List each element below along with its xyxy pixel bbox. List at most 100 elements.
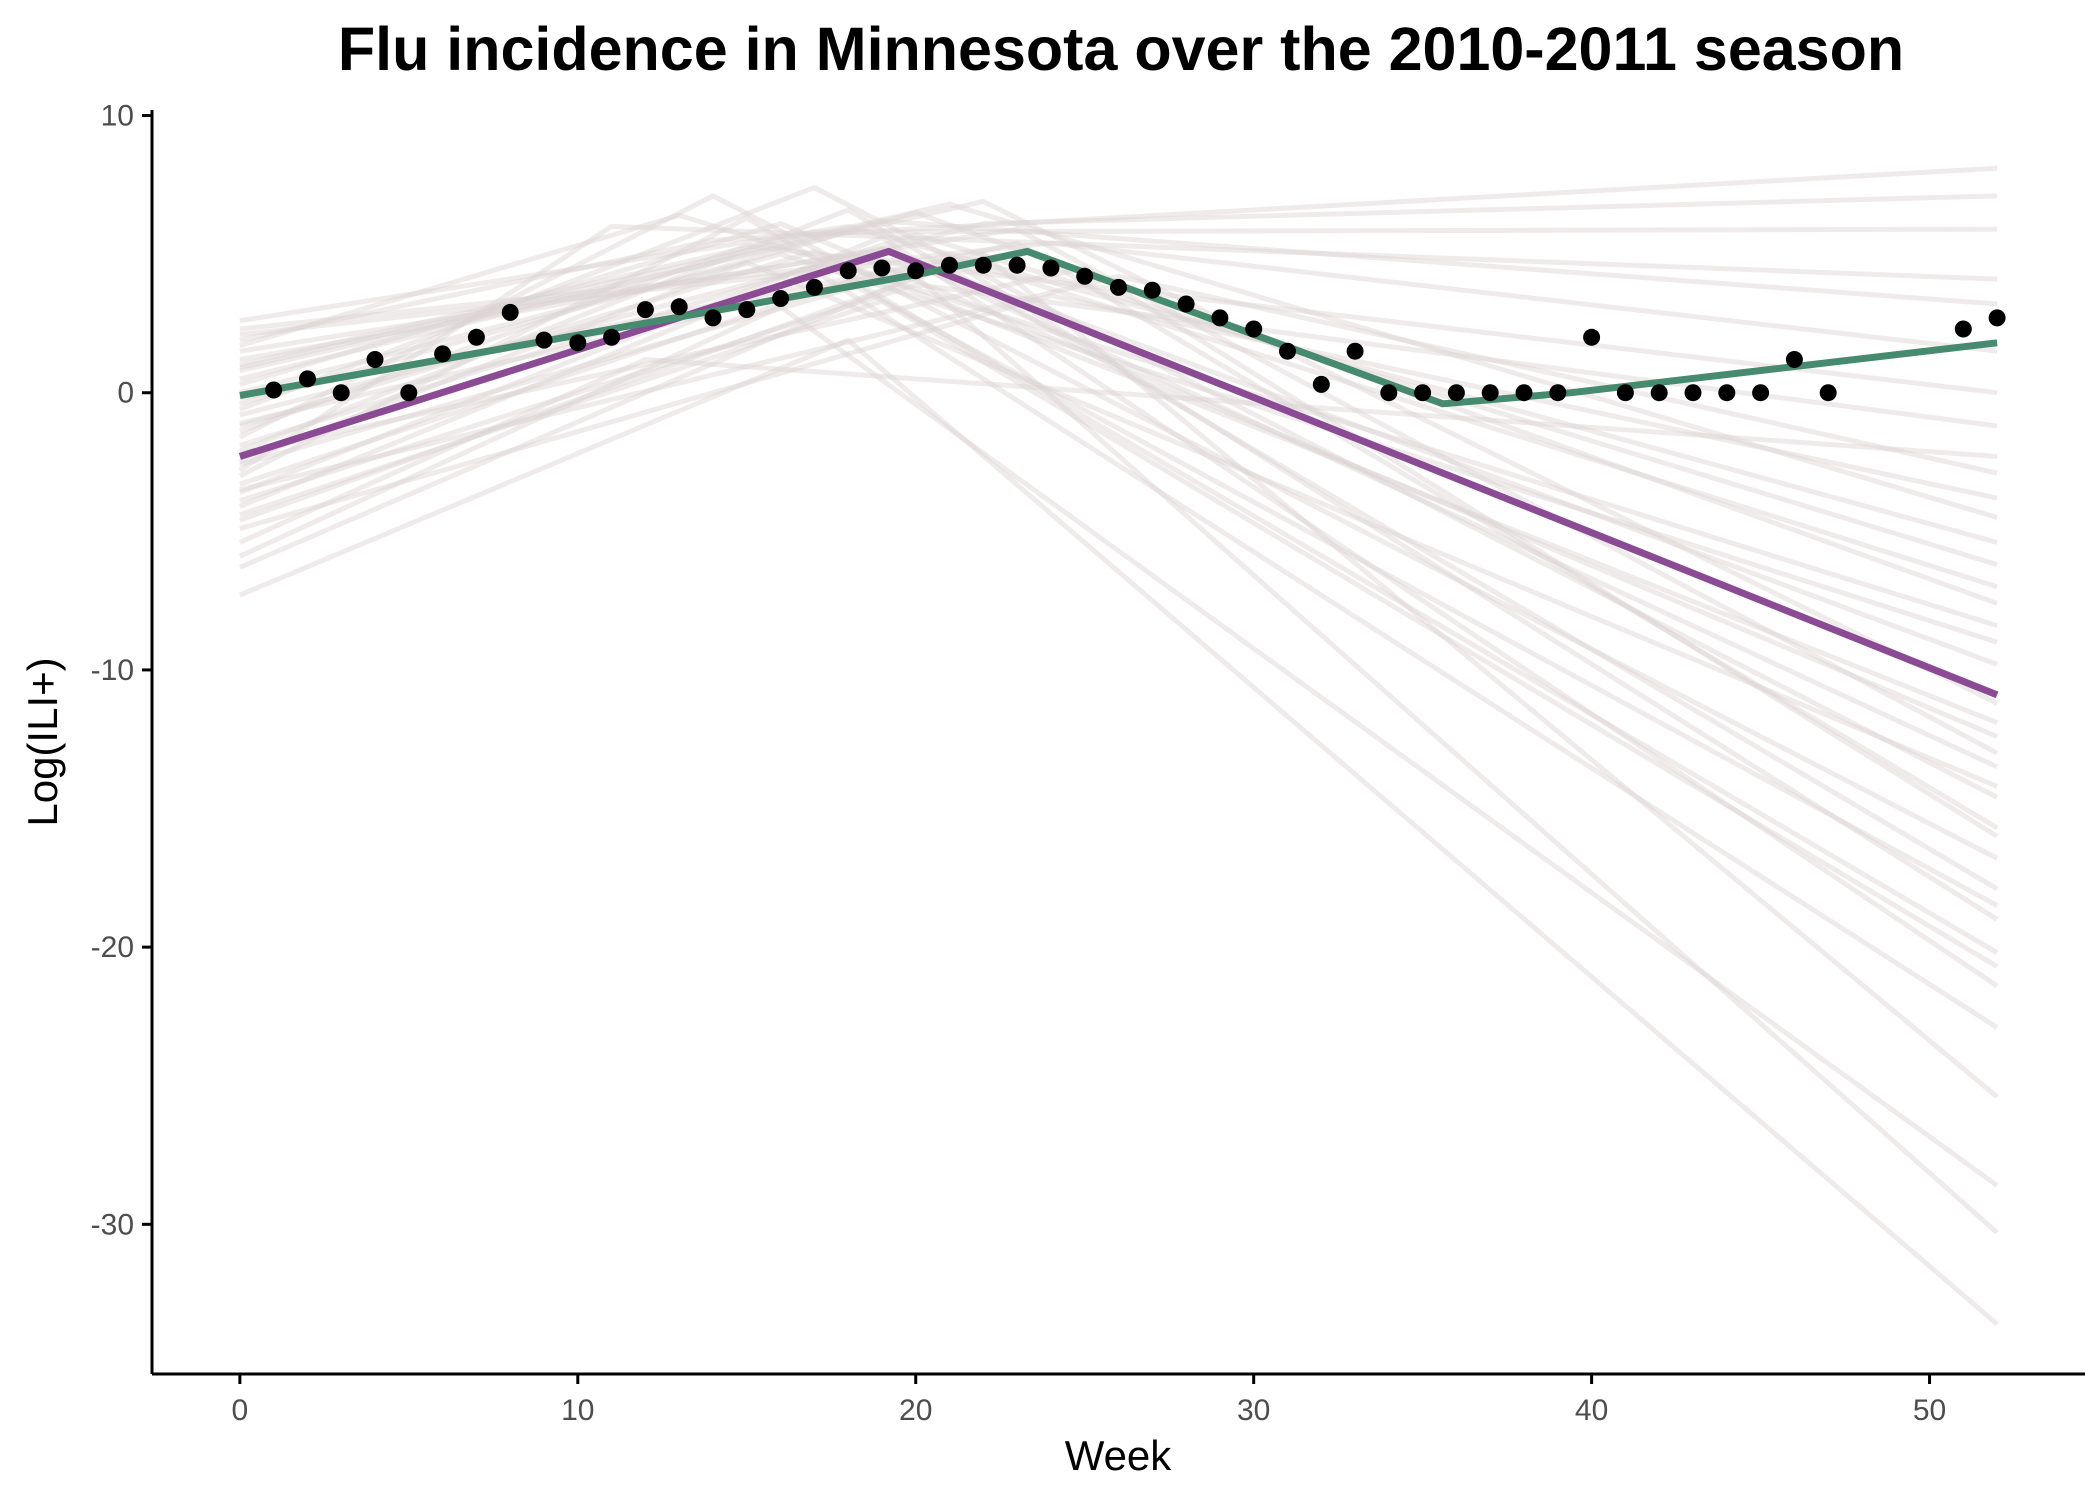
x-tick-label-4: 40	[1575, 1394, 1608, 1427]
chart-title: Flu incidence in Minnesota over the 2010…	[338, 15, 1904, 83]
background-sample-line-10	[239, 240, 1999, 831]
observed-point-24	[1076, 267, 1094, 285]
observed-point-35	[1447, 384, 1465, 402]
observed-point-22	[1008, 256, 1026, 274]
observed-point-29	[1245, 320, 1263, 338]
observed-point-36	[1481, 384, 1499, 402]
x-tick-label-3: 30	[1237, 1394, 1270, 1427]
x-tick-label-5: 50	[1913, 1394, 1946, 1427]
observed-point-12	[670, 298, 688, 316]
observed-point-5	[434, 345, 452, 363]
background-sample-line-21	[239, 282, 1998, 504]
background-sample-line-14	[239, 199, 1999, 706]
fit-series	[238, 247, 1999, 699]
observed-point-19	[907, 262, 925, 280]
background-sample-line-5	[238, 235, 1999, 988]
observed-point-47	[1954, 320, 1972, 338]
background-sample-line-30	[239, 232, 1998, 567]
observed-point-42	[1684, 384, 1702, 402]
y-ticks: 10 0 -10 -20 -30	[91, 100, 152, 1241]
observed-point-31	[1312, 375, 1330, 393]
background-sample-line-19	[239, 293, 1998, 532]
observed-point-41	[1650, 384, 1668, 402]
green-fit-line	[239, 247, 1998, 408]
background-sample-line-38	[239, 210, 1998, 606]
background-sample-line-31	[239, 279, 1999, 908]
observed-point-43	[1718, 384, 1736, 402]
observed-point-3	[366, 351, 384, 368]
observed-point-17	[839, 262, 857, 280]
background-sample-line-33	[239, 298, 1999, 969]
background-sample-line-27	[239, 165, 1998, 343]
observed-point-39	[1583, 328, 1601, 346]
observed-point-20	[941, 256, 958, 274]
observed-point-15	[772, 290, 790, 307]
x-ticks: 0 10 20 30 40 50	[232, 1374, 1946, 1427]
background-sample-line-32	[239, 226, 1999, 756]
background-sample-line-23	[239, 218, 1998, 382]
observed-point-28	[1211, 309, 1229, 327]
background-sample-line-11	[238, 185, 1999, 800]
observed-point-44	[1752, 384, 1770, 402]
background-sample-line-22	[239, 243, 1998, 434]
background-sample-line-4	[238, 268, 1999, 1030]
observed-point-27	[1177, 295, 1195, 313]
observed-point-37	[1515, 384, 1533, 402]
observed-point-33	[1380, 384, 1398, 402]
x-tick-label-1: 10	[561, 1394, 594, 1427]
background-sample-line-15	[239, 246, 1998, 667]
observed-point-4	[400, 384, 418, 402]
background-sample-line-0	[238, 337, 1999, 1326]
observed-point-38	[1549, 384, 1567, 402]
y-tick-label-1: 0	[117, 377, 134, 410]
observed-point-7	[501, 303, 519, 321]
observed-points	[265, 256, 2006, 402]
x-tick-label-2: 20	[899, 1394, 932, 1427]
observed-point-9	[569, 334, 587, 352]
background-sample-line-18	[239, 223, 1998, 545]
observed-point-0	[265, 381, 283, 399]
observed-point-13	[704, 309, 722, 327]
background-sample-line-25	[239, 226, 1998, 368]
background-sample-line-39	[239, 273, 1998, 493]
background-sample-line-16	[239, 212, 1998, 628]
observed-point-18	[873, 259, 891, 277]
observed-point-40	[1616, 384, 1634, 402]
observed-point-2	[332, 384, 350, 402]
observed-point-32	[1346, 342, 1364, 360]
y-tick-label-0: 10	[101, 100, 134, 133]
background-sample-line-29	[239, 251, 1998, 645]
observed-point-10	[603, 328, 621, 346]
y-axis-label: Log(ILI+)	[19, 657, 66, 826]
y-tick-label-2: -10	[91, 654, 134, 687]
observed-point-23	[1042, 259, 1060, 277]
background-sample-line-9	[238, 193, 1999, 861]
x-axis-label: Week	[1065, 1432, 1173, 1479]
background-sample-line-34	[239, 201, 1998, 520]
observed-point-11	[636, 301, 654, 319]
background-sample-line-13	[239, 221, 1999, 739]
observed-point-21	[974, 256, 992, 274]
observed-point-26	[1143, 281, 1161, 299]
axes	[150, 110, 2085, 1376]
background-sample-line-35	[239, 248, 1999, 725]
background-sample-line-8	[238, 207, 1999, 892]
observed-point-34	[1414, 384, 1432, 402]
background-sample-line-36	[239, 240, 1998, 354]
background-sample-line-3	[239, 251, 1999, 1099]
observed-point-8	[535, 331, 553, 349]
observed-point-14	[738, 301, 756, 319]
observed-point-45	[1785, 351, 1803, 368]
observed-point-16	[805, 278, 823, 296]
background-sample-line-24	[238, 223, 1998, 473]
observed-point-30	[1279, 342, 1296, 360]
observed-point-6	[467, 328, 485, 346]
y-tick-label-3: -20	[91, 931, 134, 964]
observed-point-25	[1110, 278, 1127, 296]
observed-point-48	[1988, 309, 2006, 327]
observed-point-1	[299, 370, 316, 388]
y-tick-label-4: -30	[91, 1208, 134, 1241]
observed-point-46	[1819, 384, 1837, 402]
x-tick-label-0: 0	[232, 1394, 249, 1427]
